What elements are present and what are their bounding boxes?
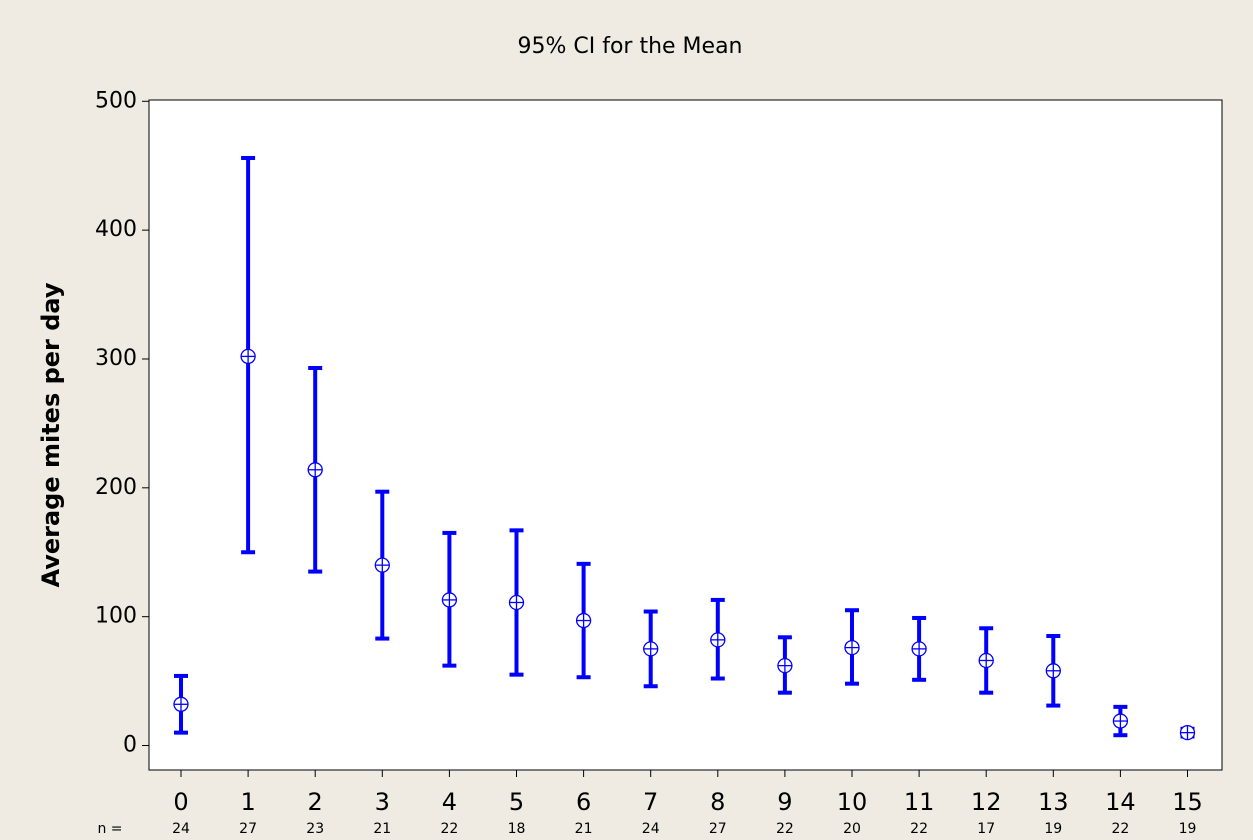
- n-count: 27: [239, 821, 257, 837]
- n-count: 21: [373, 821, 391, 837]
- n-count: 24: [172, 821, 190, 837]
- n-count: 22: [776, 821, 794, 837]
- mean-symbol: [374, 557, 390, 573]
- x-tick-label: 6: [576, 788, 591, 816]
- x-tick-label: 5: [509, 788, 524, 816]
- n-count: 27: [709, 821, 727, 837]
- x-tick-label: 8: [710, 788, 725, 816]
- x-tick-label: 4: [442, 788, 457, 816]
- mean-symbol: [1179, 724, 1196, 741]
- x-tick-label: 11: [904, 788, 935, 816]
- x-tick-label: 14: [1105, 788, 1136, 816]
- mean-symbol: [777, 657, 793, 674]
- mean-symbol: [240, 348, 256, 365]
- y-tick-label: 500: [95, 88, 137, 113]
- y-tick-label: 400: [95, 217, 137, 242]
- x-tick-label: 13: [1038, 788, 1069, 816]
- y-tick-label: 300: [95, 346, 137, 371]
- n-count: 22: [440, 821, 458, 837]
- n-count: 17: [977, 821, 995, 837]
- y-tick-label: 100: [95, 604, 137, 629]
- x-tick-label: 12: [971, 788, 1002, 816]
- n-count: 22: [1111, 821, 1129, 837]
- mean-symbol: [1112, 713, 1129, 729]
- mean-symbol: [978, 652, 994, 669]
- mean-symbol: [643, 641, 659, 657]
- n-label: n =: [97, 821, 122, 837]
- n-count: 20: [843, 821, 861, 837]
- x-tick-label: 2: [308, 788, 323, 816]
- x-tick-label: 9: [777, 788, 792, 816]
- n-count: 23: [306, 821, 324, 837]
- mean-symbol: [710, 632, 726, 648]
- y-tick-label: 0: [123, 733, 137, 758]
- x-tick-label: 7: [643, 788, 658, 816]
- x-tick-label: 3: [375, 788, 390, 816]
- mean-symbol: [911, 641, 927, 657]
- y-axis-label: Average mites per day: [37, 282, 65, 587]
- x-tick-label: 0: [173, 788, 188, 816]
- mean-symbol: [307, 462, 323, 478]
- mean-symbol: [508, 594, 525, 611]
- mean-symbol: [575, 612, 592, 629]
- n-count: 19: [1044, 821, 1062, 837]
- mean-symbol: [1045, 663, 1061, 679]
- x-tick-label: 1: [240, 788, 255, 816]
- n-count: 18: [508, 821, 526, 837]
- chart-title: 95% CI for the Mean: [517, 34, 742, 59]
- n-count: 21: [575, 821, 593, 837]
- mean-symbol: [441, 592, 458, 608]
- n-count: 24: [642, 821, 660, 837]
- n-count: 22: [910, 821, 928, 837]
- mean-symbol: [173, 696, 189, 712]
- mean-symbol: [844, 639, 860, 656]
- y-tick-label: 200: [95, 475, 137, 500]
- plot-area: [148, 99, 1223, 771]
- x-tick-label: 15: [1172, 788, 1203, 816]
- n-count: 19: [1179, 821, 1197, 837]
- x-tick-label: 10: [837, 788, 868, 816]
